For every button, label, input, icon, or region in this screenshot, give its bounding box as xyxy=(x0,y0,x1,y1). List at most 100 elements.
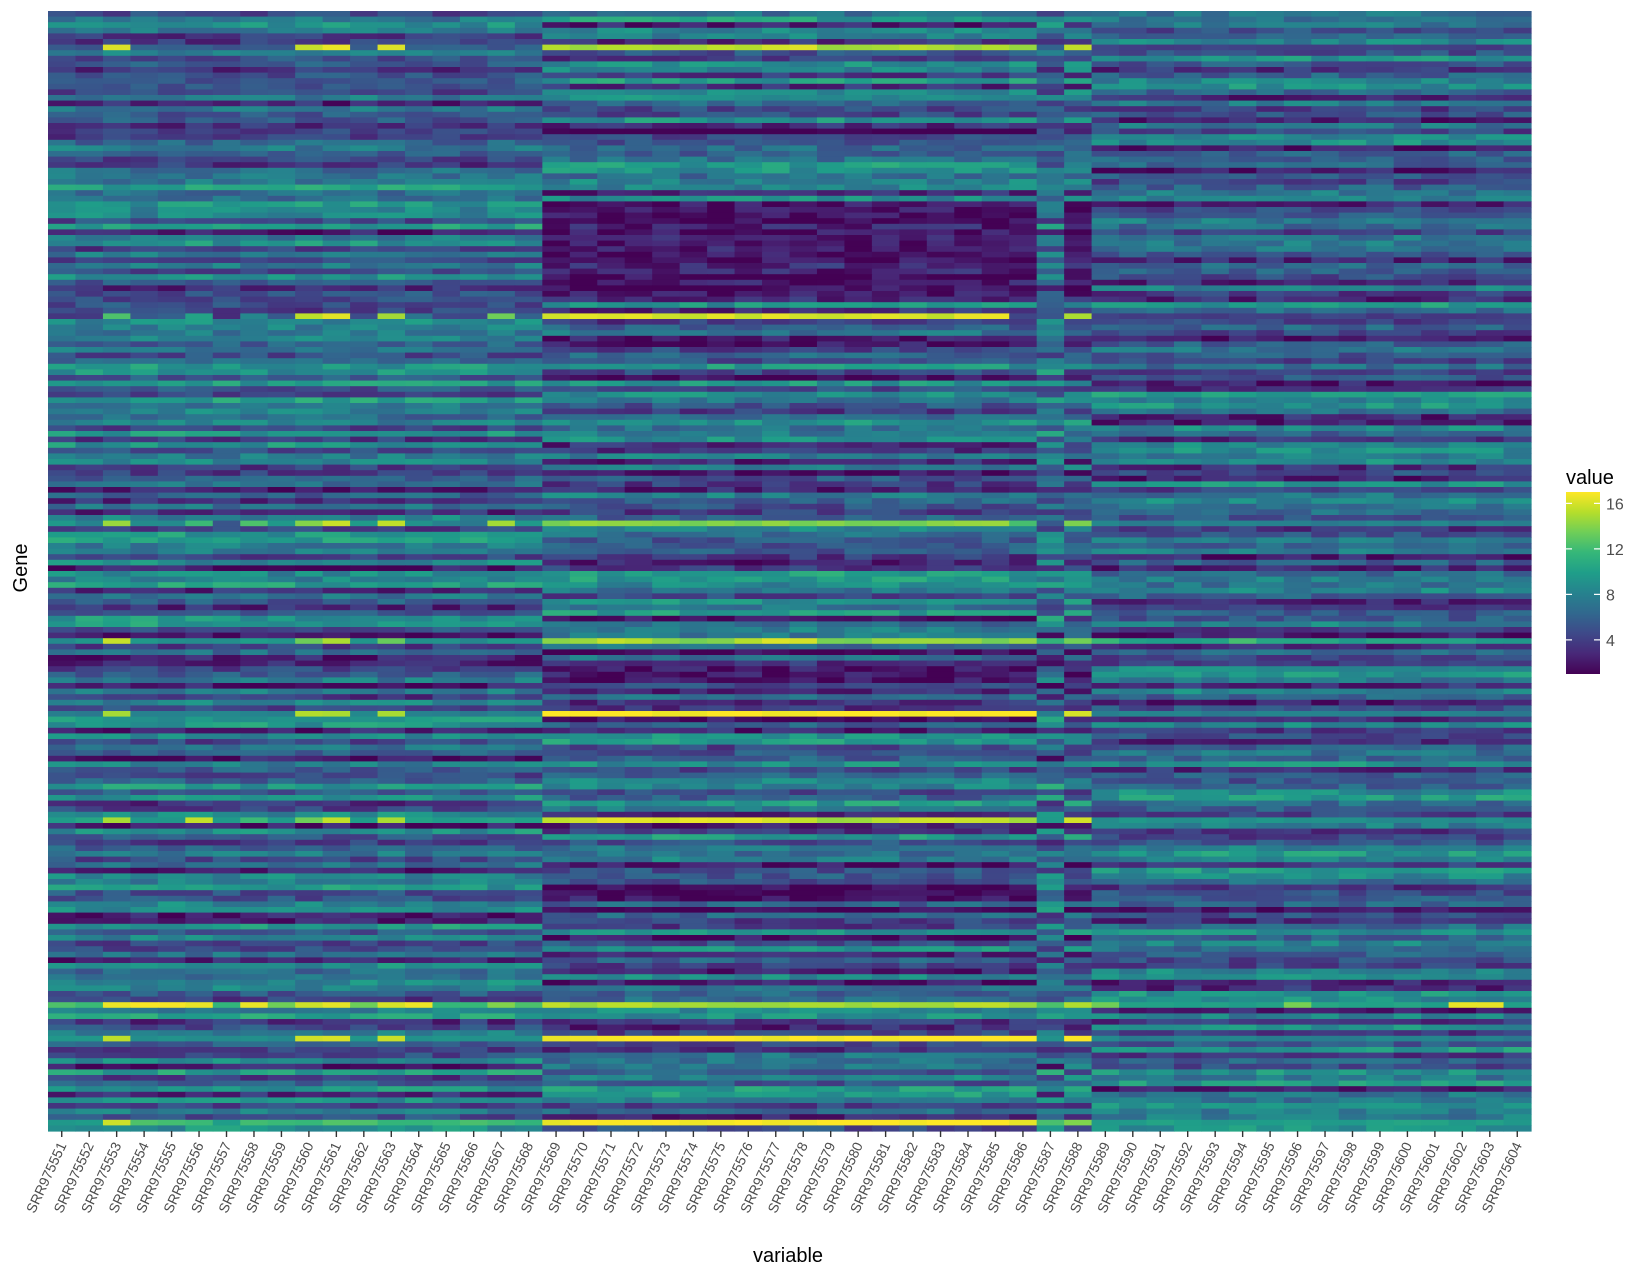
heatmap-cell xyxy=(1421,139,1450,146)
heatmap-cell xyxy=(1173,492,1203,499)
heatmap-cell xyxy=(1476,39,1505,46)
heatmap-cell xyxy=(707,145,736,152)
heatmap-cell xyxy=(789,481,818,488)
heatmap-cell xyxy=(569,162,598,169)
heatmap-cell xyxy=(707,16,736,23)
heatmap-cell xyxy=(926,184,955,191)
heatmap-cell xyxy=(816,436,846,443)
heatmap-cell xyxy=(597,16,626,23)
heatmap-cell xyxy=(1476,156,1505,163)
heatmap-cell xyxy=(816,302,846,309)
heatmap-cell xyxy=(1228,330,1257,337)
heatmap-cell xyxy=(1036,184,1065,191)
heatmap-cell xyxy=(707,162,736,169)
heatmap-cell xyxy=(405,274,434,281)
heatmap-cell xyxy=(734,235,763,242)
heatmap-cell xyxy=(130,503,159,510)
heatmap-cell xyxy=(1036,520,1065,527)
heatmap-cell xyxy=(652,313,681,320)
heatmap-cell xyxy=(130,419,159,426)
heatmap-cell xyxy=(1393,459,1422,466)
heatmap-cell xyxy=(212,397,241,404)
heatmap-cell xyxy=(185,179,214,186)
heatmap-cell xyxy=(1173,95,1203,102)
heatmap-cell xyxy=(405,223,434,230)
heatmap-cell xyxy=(1366,279,1395,286)
heatmap-cell xyxy=(1119,145,1148,152)
heatmap-cell xyxy=(459,403,488,410)
heatmap-cell xyxy=(1091,358,1120,365)
heatmap-cell xyxy=(48,470,77,477)
heatmap-cell xyxy=(487,111,516,118)
heatmap-cell xyxy=(1036,61,1065,68)
heatmap-cell xyxy=(569,470,598,477)
heatmap-cell xyxy=(514,240,543,247)
heatmap-cell xyxy=(652,515,681,522)
heatmap-cell xyxy=(48,240,77,247)
heatmap-cell xyxy=(514,279,543,286)
heatmap-cell xyxy=(240,291,269,298)
heatmap-cell xyxy=(322,223,351,230)
heatmap-cell xyxy=(569,134,598,141)
heatmap-cell xyxy=(459,324,488,331)
heatmap-cell xyxy=(1311,83,1340,90)
heatmap-cell xyxy=(762,313,791,320)
heatmap-cell xyxy=(789,106,818,113)
heatmap-cell xyxy=(1036,464,1065,471)
heatmap-cell xyxy=(1338,279,1367,286)
heatmap-cell xyxy=(707,235,736,242)
heatmap-cell xyxy=(762,218,791,225)
heatmap-cell xyxy=(1311,117,1340,124)
heatmap-cell xyxy=(267,83,296,90)
heatmap-cell xyxy=(1091,296,1120,303)
heatmap-cell xyxy=(212,498,241,505)
heatmap-cell xyxy=(542,324,571,331)
heatmap-cell xyxy=(926,162,955,169)
heatmap-cell xyxy=(1228,347,1257,354)
heatmap-cell xyxy=(1009,106,1038,113)
heatmap-cell xyxy=(1119,134,1148,141)
heatmap-cell xyxy=(75,464,104,471)
heatmap-cell xyxy=(405,117,434,124)
heatmap-cell xyxy=(185,330,214,337)
heatmap-cell xyxy=(459,173,488,180)
heatmap-cell xyxy=(48,459,77,466)
heatmap-cell xyxy=(734,55,763,62)
heatmap-cell xyxy=(1036,201,1065,208)
heatmap-cell xyxy=(789,386,818,393)
heatmap-cell xyxy=(487,375,516,382)
heatmap-cell xyxy=(377,291,406,298)
heatmap-cell xyxy=(1338,341,1367,348)
heatmap-cell xyxy=(679,50,708,57)
heatmap-cell xyxy=(102,145,131,152)
heatmap-cell xyxy=(405,201,434,208)
heatmap-cell xyxy=(624,67,653,74)
heatmap-cell xyxy=(1119,95,1148,102)
heatmap-cell xyxy=(1393,207,1422,214)
heatmap-cell xyxy=(707,156,736,163)
heatmap-cell xyxy=(707,83,736,90)
heatmap-cell xyxy=(295,78,324,85)
heatmap-cell xyxy=(405,380,434,387)
heatmap-cell xyxy=(1091,414,1120,421)
heatmap-cell xyxy=(267,431,296,438)
heatmap-cell xyxy=(1283,156,1312,163)
heatmap-cell xyxy=(48,425,77,432)
heatmap-cell xyxy=(569,139,598,146)
heatmap-cell xyxy=(1146,257,1175,264)
heatmap-cell xyxy=(844,285,873,292)
heatmap-cell xyxy=(1393,274,1422,281)
heatmap-cell xyxy=(267,459,296,466)
heatmap-cell xyxy=(816,335,846,342)
heatmap-cell xyxy=(322,279,351,286)
heatmap-cell xyxy=(816,526,846,533)
heatmap-cell xyxy=(789,246,818,253)
heatmap-cell xyxy=(322,302,351,309)
heatmap-cell xyxy=(405,72,434,79)
heatmap-cell xyxy=(267,78,296,85)
heatmap-cell xyxy=(212,391,241,398)
heatmap-cell xyxy=(597,442,626,449)
heatmap-cell xyxy=(899,89,928,96)
heatmap-cell xyxy=(624,33,653,40)
heatmap-cell xyxy=(1476,419,1505,426)
